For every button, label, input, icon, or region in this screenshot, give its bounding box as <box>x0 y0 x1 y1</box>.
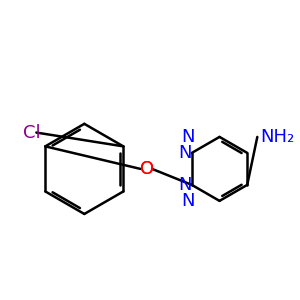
Text: N: N <box>178 176 192 194</box>
Text: N: N <box>181 192 194 210</box>
Text: N: N <box>178 144 192 162</box>
Text: O: O <box>140 160 154 178</box>
Text: NH₂: NH₂ <box>260 128 295 146</box>
Text: O: O <box>140 160 154 178</box>
Text: N: N <box>181 128 194 146</box>
Text: Cl: Cl <box>23 124 41 142</box>
